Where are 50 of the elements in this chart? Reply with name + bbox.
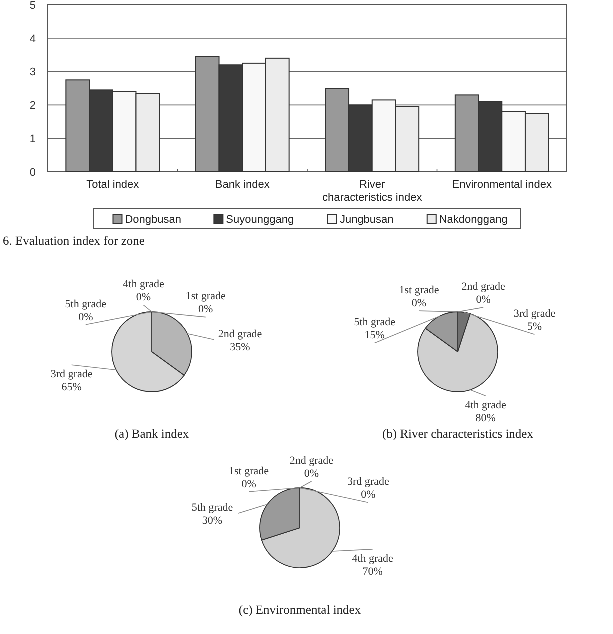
y-tick-label: 2 [30, 100, 36, 112]
legend-label: Nakdonggang [439, 214, 508, 226]
data-label: 5% [527, 320, 542, 333]
category-label: 1st grade [399, 284, 440, 296]
legend-label: Jungbusan [340, 214, 394, 226]
text: 0% [198, 304, 214, 316]
slice-label: 3rd grade [514, 308, 556, 320]
data-label: 70% [362, 566, 383, 578]
slice-label: 4th grade [352, 552, 394, 565]
text: 0% [78, 311, 94, 324]
text: (c) Environmental index [238, 603, 362, 617]
slice-label: 4th grade [465, 399, 507, 412]
y-tick-label: 5 [30, 0, 36, 12]
slice-label: 3rd grade [50, 368, 93, 380]
x-tick-label: Bank index [215, 179, 270, 191]
category-label: 2nd grade [462, 280, 506, 293]
text: 0% [412, 297, 427, 310]
category-label: 1st grade [229, 465, 270, 478]
text: 6. Evaluation index for zone [3, 234, 146, 248]
x-tick-label: River characteristics index [322, 179, 423, 204]
text: 0% [136, 292, 152, 304]
data-label: 35% [230, 341, 250, 354]
text: 0% [476, 294, 491, 306]
legend-label: Suyounggang [226, 214, 294, 226]
legend-label: Dongbusan [125, 214, 182, 226]
text: 0% [304, 468, 320, 480]
category-label: 3rd grade [348, 476, 390, 488]
y-tick-label: 3 [30, 66, 36, 79]
category-label: 4th grade [123, 278, 164, 291]
y-tick-label: 4 [30, 33, 36, 46]
data-label: 80% [476, 412, 496, 424]
slice-label: 5th grade [192, 502, 234, 514]
slice-label: 2nd grade [218, 328, 262, 340]
x-tick-label: Environmental index [452, 179, 552, 191]
pie-slice [262, 488, 340, 568]
slice-label: 5th grade [354, 316, 396, 329]
pie-slice [418, 314, 498, 392]
data-label: 15% [364, 330, 385, 342]
y-tick-label: 0 [30, 166, 36, 179]
text: 0% [361, 489, 376, 502]
data-label: 30% [202, 514, 223, 527]
text: (b) River characteristics index [382, 427, 534, 441]
data-label: 65% [62, 381, 82, 394]
text: (a) Bank index [114, 427, 190, 441]
category-label: 5th grade [65, 298, 107, 310]
text: 0% [242, 478, 256, 490]
x-tick-label: Total index [86, 179, 140, 191]
y-tick-label: 1 [30, 133, 36, 146]
category-label: 1st grade [186, 290, 226, 303]
category-label: 2nd grade [290, 454, 334, 467]
